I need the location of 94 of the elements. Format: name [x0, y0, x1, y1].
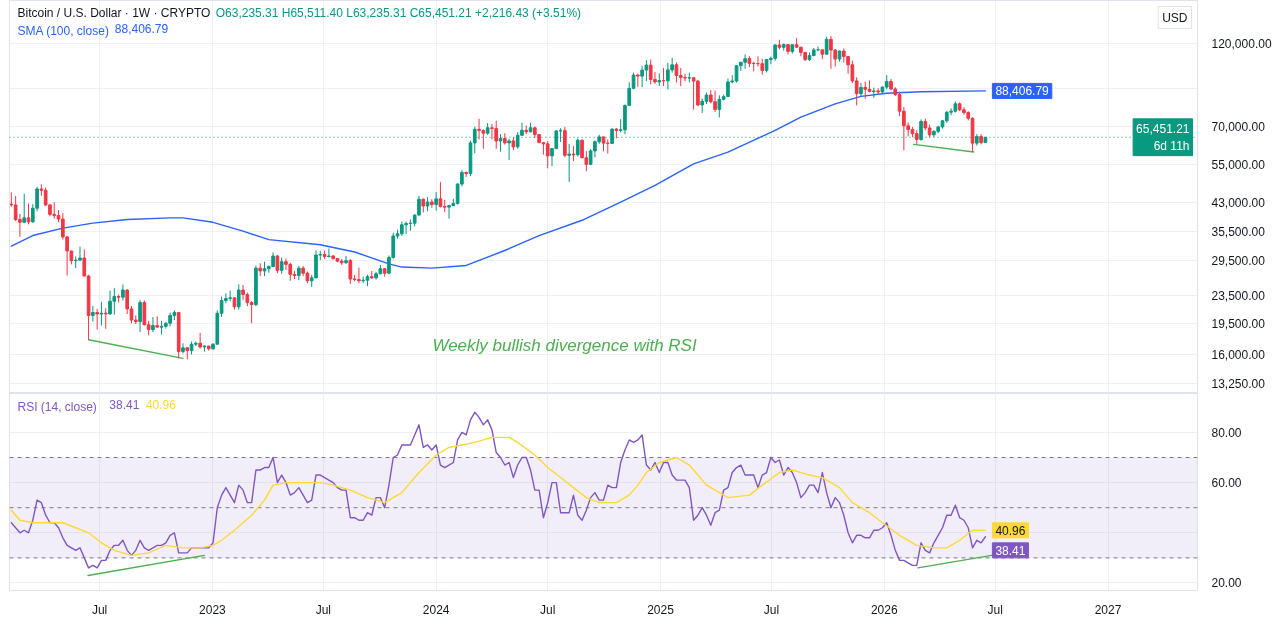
- candlestick: [876, 87, 880, 95]
- candlestick: [477, 118, 481, 141]
- x-tick-label: Jul: [987, 602, 1003, 617]
- candlestick: [829, 35, 833, 70]
- candlestick: [138, 299, 142, 333]
- candlestick: [108, 290, 112, 316]
- candlestick: [661, 67, 666, 87]
- candlestick: [236, 283, 241, 311]
- data-label: 38.41: [995, 543, 1026, 558]
- y-tick-label: 23,500.00: [1211, 288, 1266, 303]
- candlestick: [241, 284, 245, 301]
- x-tick-label: Jul: [540, 602, 556, 617]
- candlestick: [824, 36, 829, 56]
- candlestick: [691, 76, 696, 111]
- candlestick: [344, 255, 348, 265]
- x-tick-label: 2023: [199, 602, 227, 617]
- candlestick: [181, 342, 185, 354]
- candlestick: [194, 341, 198, 347]
- candlestick: [490, 123, 494, 141]
- y-axis-title: USD: [1162, 10, 1188, 25]
- candlestick: [962, 106, 966, 116]
- y-tick-label: 60.00: [1211, 476, 1242, 491]
- y-tick-label: 35,500.00: [1211, 225, 1266, 240]
- candlestick: [545, 140, 550, 169]
- candlestick: [91, 305, 95, 323]
- candlestick: [288, 262, 293, 282]
- candlestick: [507, 138, 511, 161]
- y-tick-label: 20.00: [1211, 576, 1242, 591]
- candlestick: [327, 248, 331, 259]
- y-tick-label: 70,000.00: [1211, 120, 1266, 135]
- x-tick-label: 2027: [1094, 602, 1122, 617]
- candlestick: [357, 267, 361, 284]
- candlestick: [112, 287, 117, 316]
- candlestick: [121, 283, 125, 302]
- candlestick: [567, 143, 571, 183]
- candlestick: [743, 53, 747, 70]
- data-label: 40.96: [995, 523, 1026, 538]
- x-tick-label: 2026: [870, 602, 898, 617]
- candlestick: [919, 118, 923, 142]
- candlestick: [78, 246, 82, 262]
- text: Bitcoin / U.S. Dollar · 1W · CRYPTO: [17, 5, 211, 20]
- candlestick: [726, 78, 730, 98]
- candlestick: [438, 181, 443, 208]
- x-tick-label: Jul: [763, 602, 780, 617]
- annotation: Weekly bullish divergence with RSI: [432, 336, 697, 355]
- candlestick: [348, 258, 353, 285]
- candlestick: [142, 300, 147, 327]
- y-tick-label: 19,500.00: [1211, 317, 1266, 332]
- text: 40.96: [145, 397, 176, 412]
- x-tick-label: 2024: [422, 602, 450, 617]
- text: 88,406.79: [114, 21, 169, 36]
- data-label: 88,406.79: [995, 84, 1050, 99]
- candlestick: [575, 137, 580, 157]
- candlestick: [151, 316, 155, 333]
- candlestick: [666, 62, 670, 90]
- candlestick: [494, 120, 499, 150]
- x-tick-label: Jul: [91, 602, 108, 617]
- candlestick: [434, 191, 438, 211]
- candlestick: [683, 73, 687, 82]
- candlestick: [678, 67, 683, 87]
- y-tick-label: 29,500.00: [1211, 253, 1266, 268]
- candlestick: [95, 308, 99, 331]
- candlestick: [640, 65, 644, 88]
- candlestick: [430, 198, 434, 209]
- y-tick-label: 16,000.00: [1211, 347, 1266, 362]
- x-tick-label: Jul: [315, 602, 332, 617]
- candlestick: [99, 301, 104, 327]
- candlestick: [713, 90, 717, 113]
- candlestick: [314, 250, 318, 279]
- text: SMA (100, close): [17, 23, 109, 38]
- y-tick-label: 55,000.00: [1211, 157, 1266, 172]
- candlestick: [447, 204, 451, 220]
- candlestick: [859, 82, 863, 97]
- y-tick-label: 120,000.00: [1211, 37, 1272, 52]
- x-tick-label: 2025: [647, 602, 675, 617]
- y-tick-label: 80.00: [1211, 425, 1242, 440]
- candlestick: [404, 220, 408, 235]
- text: RSI (14, close): [17, 399, 97, 414]
- candlestick: [198, 332, 202, 350]
- ref-line-label: 65,451.21 6d 11h: [1136, 121, 1190, 153]
- text: 38.41: [109, 397, 140, 412]
- candlestick: [26, 202, 31, 225]
- candlestick: [103, 307, 108, 330]
- y-tick-label: 13,250.00: [1211, 377, 1266, 392]
- candlestick: [52, 201, 57, 220]
- candlestick: [648, 58, 653, 85]
- candlestick: [717, 94, 722, 118]
- text: O63,235.31 H65,511.40 L63,235.31 C65,451.21 +2,216.43 (+3.51%): [215, 5, 582, 20]
- candlestick: [756, 55, 760, 68]
- y-tick-label: 43,000.00: [1211, 195, 1266, 210]
- candlestick: [674, 61, 679, 83]
- candlestick: [284, 258, 288, 271]
- line-series: [10, 436, 987, 557]
- candlestick: [408, 218, 413, 232]
